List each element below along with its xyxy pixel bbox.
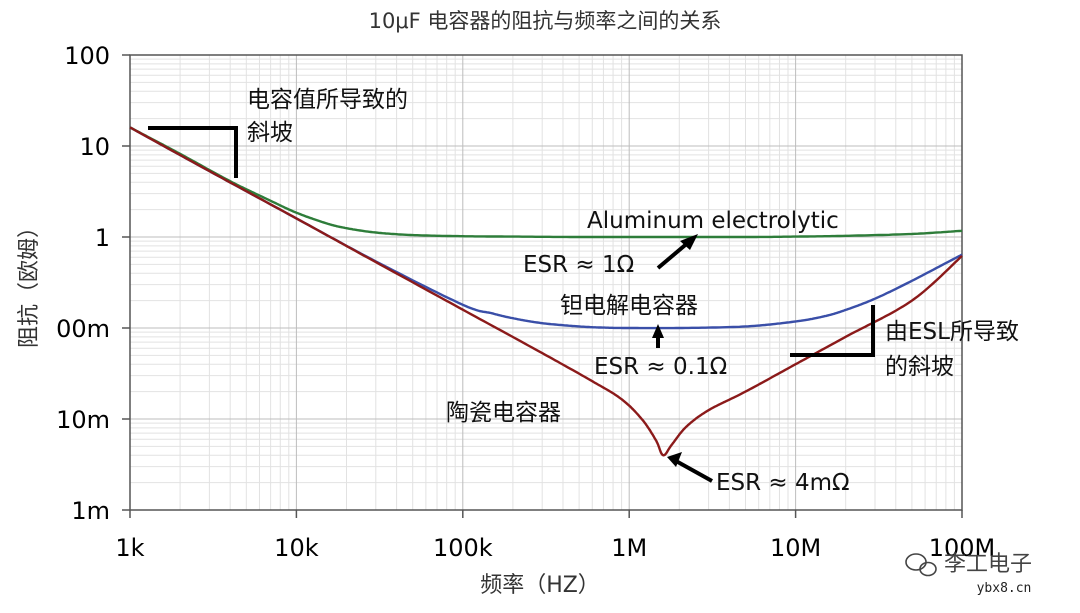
grid-minor <box>130 55 962 510</box>
capacitance-slope-bracket <box>148 126 238 178</box>
esr-1-arrow <box>656 239 692 270</box>
x-axis-label: 频率（HZ） <box>480 573 600 598</box>
x-tick-label: 10M <box>770 534 821 562</box>
x-tick-label: 100k <box>433 534 493 562</box>
watermark-url: ybx8.cn <box>977 581 1032 596</box>
annotation-ceramic-label: 陶瓷电容器 <box>446 400 561 426</box>
y-tick-labels: 100 10 1 00m 10m 1m <box>56 42 130 525</box>
annotation-esr-4m: ESR ≈ 4mΩ <box>716 470 850 496</box>
y-tick-label: 00m <box>56 315 110 343</box>
watermark: 李工电子 ybx8.cn <box>905 552 1032 596</box>
annotation-labels: 电容值所导致的 斜坡 Aluminum electrolytic ESR ≈ 1… <box>247 87 1019 496</box>
plot-frame <box>129 54 963 511</box>
x-tick-labels: 1k 10k 100k 1M 10M 100M <box>115 510 995 562</box>
annotation-markers <box>148 126 875 483</box>
esr-4m-arrowhead <box>667 452 682 467</box>
wechat-icon <box>905 553 937 577</box>
annotation-tantalum-label: 钽电解电容器 <box>560 293 698 319</box>
watermark-name: 李工电子 <box>944 552 1032 577</box>
x-tick-label: 100M <box>929 534 996 562</box>
chart-title: 10μF 电容器的阻抗与频率之间的关系 <box>369 9 722 33</box>
y-tick-label: 1m <box>71 497 110 525</box>
arrowheads <box>652 234 698 467</box>
esr-01-arrowhead <box>652 324 664 338</box>
annotation-capacitance-slope-2: 斜坡 <box>247 120 293 146</box>
annotation-capacitance-slope-1: 电容值所导致的 <box>247 87 408 113</box>
annotation-esl-slope-1: 由ESL所导致 <box>885 319 1019 345</box>
annotation-esr-1: ESR ≈ 1Ω <box>523 252 634 278</box>
y-tick-label: 100 <box>64 42 110 70</box>
annotation-esr-01: ESR ≈ 0.1Ω <box>594 354 727 380</box>
series-layer <box>129 126 963 457</box>
annotation-esl-slope-2: 的斜坡 <box>885 354 954 380</box>
series-line-0 <box>129 126 963 239</box>
annotation-aluminum-label: Aluminum electrolytic <box>587 208 839 234</box>
y-axis-label: 阻抗（欧姆） <box>17 216 42 348</box>
x-tick-label: 1M <box>611 534 647 562</box>
esr-1-arrowhead <box>680 234 698 250</box>
y-tick-label: 10m <box>56 406 110 434</box>
series-line-2 <box>129 126 963 457</box>
x-tick-label: 1k <box>115 534 144 562</box>
y-tick-label: 1 <box>95 224 110 252</box>
esr-4m-arrow <box>675 459 713 483</box>
x-tick-label: 10k <box>274 534 319 562</box>
esl-slope-bracket <box>790 305 875 357</box>
y-tick-label: 10 <box>79 133 110 161</box>
